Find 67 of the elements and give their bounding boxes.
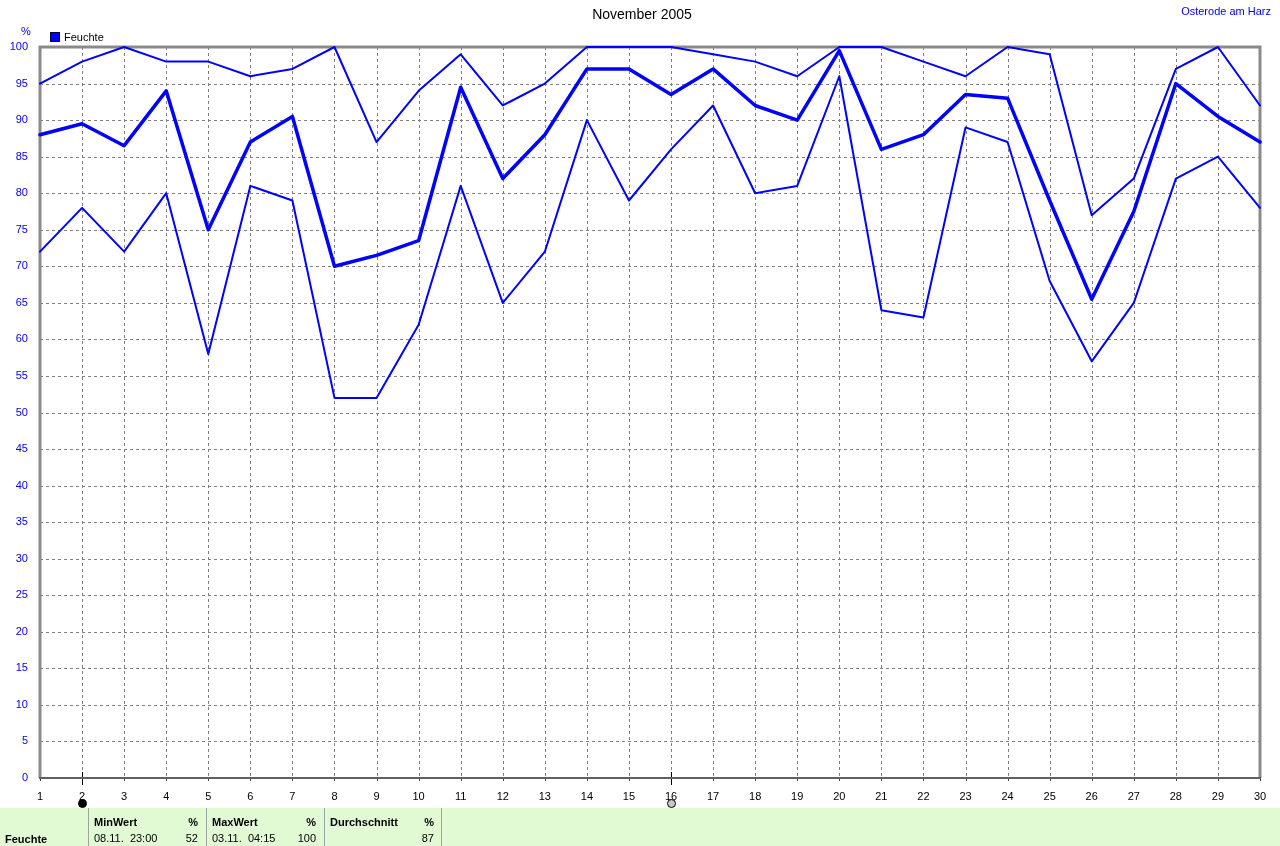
x-tick-label: 2: [79, 789, 86, 802]
x-tick-label: 11: [454, 789, 467, 802]
text: %: [306, 816, 316, 829]
x-tick-label: 25: [1043, 789, 1056, 802]
x-tick-label: 7: [289, 789, 296, 802]
text: MinWert: [94, 816, 138, 829]
text: 08.11. 23:00: [94, 832, 158, 845]
x-tick-label: 20: [833, 789, 846, 802]
x-tick-label: 24: [1001, 789, 1014, 802]
text: 52: [185, 832, 198, 845]
y-tick-label: 95: [15, 76, 28, 89]
y-tick-label: 65: [15, 295, 28, 308]
y-tick-label: 40: [15, 478, 28, 491]
y-tick-label: 5: [21, 734, 28, 747]
text: 03.11. 04:15: [212, 832, 276, 845]
y-tick-label: 60: [15, 332, 28, 345]
y-tick-label: 75: [15, 222, 28, 235]
y-tick-label: 10: [15, 697, 28, 710]
text: 100: [297, 832, 316, 845]
x-tick-label: 1: [36, 789, 44, 802]
y-tick-label: 85: [15, 149, 28, 162]
y-tick-label: 30: [15, 551, 28, 564]
x-tick-label: 21: [875, 789, 888, 802]
text: Osterode am Harz: [1181, 5, 1271, 18]
x-tick-label: 30: [1253, 789, 1267, 802]
y-tick-label: 15: [15, 661, 28, 674]
x-tick-label: 17: [706, 789, 720, 802]
x-tick-label: 22: [917, 789, 930, 802]
text: %: [424, 816, 434, 829]
x-tick-label: 27: [1127, 789, 1140, 802]
text: Feuchte: [5, 833, 48, 846]
x-tick-label: 12: [496, 789, 509, 802]
text: Durchschnitt: [330, 816, 398, 829]
y-tick-label: 55: [15, 368, 28, 381]
x-tick-label: 9: [373, 789, 380, 802]
text: %: [188, 816, 198, 829]
x-tick-label: 13: [538, 789, 551, 802]
y-tick-label: 80: [15, 186, 28, 199]
y-tick-label: 70: [15, 259, 28, 272]
x-tick-label: 10: [412, 789, 425, 802]
x-tick-label: 4: [163, 789, 170, 802]
x-tick-label: 19: [791, 789, 804, 802]
x-tick-label: 15: [622, 789, 636, 802]
y-tick-label: 0: [21, 771, 28, 784]
y-tick-label: 45: [15, 442, 28, 455]
x-tick-label: 5: [205, 789, 212, 802]
x-tick-label: 18: [749, 789, 762, 802]
x-tick-label: 29: [1211, 789, 1225, 802]
x-tick-label: 8: [331, 789, 338, 802]
x-tick-label: 14: [580, 789, 594, 802]
y-axis-title: %: [21, 25, 32, 38]
y-tick-label: 100: [9, 40, 28, 53]
text: MaxWert: [212, 816, 258, 829]
chart-title: November 2005: [592, 5, 693, 22]
y-tick-label: 20: [15, 624, 28, 637]
y-tick-label: 25: [15, 588, 28, 601]
x-tick-label: 6: [247, 789, 254, 802]
x-tick-label: 28: [1169, 789, 1182, 802]
y-tick-label: 50: [15, 405, 28, 418]
x-tick-label: 23: [959, 789, 972, 802]
legend-label: Feuchte: [64, 31, 104, 44]
x-tick-label: 3: [121, 789, 128, 802]
y-tick-label: 35: [15, 515, 28, 528]
x-tick-label: 26: [1085, 789, 1098, 802]
x-tick-label: 16: [664, 789, 678, 802]
text: 87: [421, 832, 434, 845]
y-tick-label: 90: [15, 113, 28, 126]
